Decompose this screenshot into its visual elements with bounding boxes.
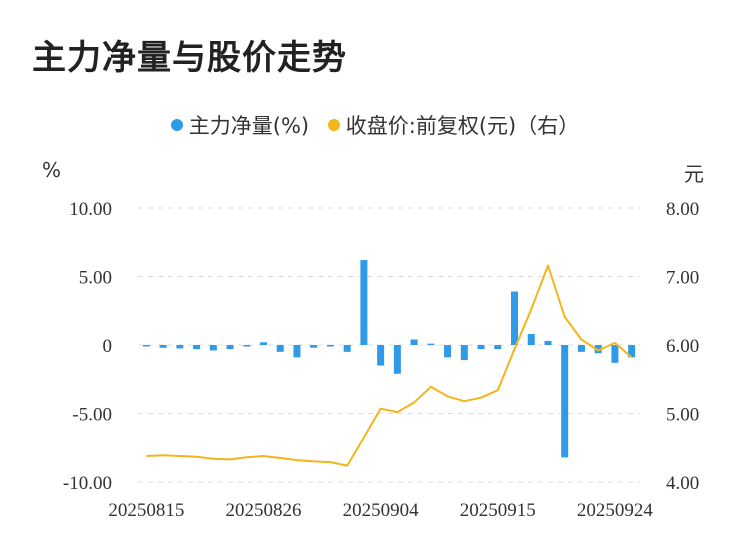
bar: [628, 345, 636, 358]
bar: [393, 345, 401, 374]
bar: [159, 345, 167, 348]
bar: [544, 340, 552, 345]
price-line: [146, 264, 633, 467]
y-left-tick-label: -5.00: [72, 405, 112, 426]
bar: [410, 339, 418, 345]
x-tick-label: 20250904: [343, 500, 420, 521]
bar-series-dot-icon: [170, 119, 183, 131]
y-right-tick-label: 6.00: [666, 336, 699, 357]
bar: [176, 345, 184, 349]
legend-label-main-net: 主力净量(%): [188, 114, 310, 138]
bar: [477, 345, 485, 350]
bar: [494, 345, 502, 350]
legend: 主力净量(%) 收盘价:前复权(元)（右）: [0, 110, 750, 140]
y-left-tick-label: 5.00: [79, 268, 112, 289]
bar: [577, 345, 585, 352]
legend-label-close-price: 收盘价:前复权(元)（右）: [345, 114, 580, 138]
bar: [243, 345, 251, 347]
bar: [594, 345, 602, 354]
y-right-tick-label: 5.00: [666, 405, 699, 426]
bar: [444, 345, 452, 358]
bar: [209, 345, 217, 351]
left-axis-unit: %: [42, 158, 62, 182]
bar: [326, 345, 334, 347]
bar: [561, 345, 569, 458]
y-left-tick-label: 0: [103, 336, 113, 357]
legend-item-main-net[interactable]: 主力净量(%): [170, 110, 310, 140]
bar: [360, 260, 368, 345]
y-right-tick-label: 8.00: [666, 199, 699, 220]
bar: [310, 345, 318, 348]
line-series-dot-icon: [327, 119, 340, 131]
bar: [511, 291, 518, 345]
y-right-tick-label: 7.00: [666, 268, 699, 289]
chart-title: 主力净量与股价走势: [32, 38, 347, 78]
y-right-tick-label: 4.00: [666, 473, 699, 494]
bar: [260, 342, 267, 345]
x-tick-label: 20250924: [577, 500, 654, 521]
x-tick-label: 20250826: [226, 500, 302, 521]
x-tick-label: 20250915: [460, 500, 536, 521]
bar: [293, 345, 301, 358]
y-left-tick-label: 10.00: [69, 199, 112, 220]
right-axis-unit: 元: [684, 162, 704, 186]
bar: [276, 345, 284, 352]
bar: [377, 345, 385, 366]
bar: [142, 345, 150, 347]
bar: [226, 345, 234, 350]
bar: [193, 345, 201, 350]
y-left-tick-label: -10.00: [63, 473, 112, 494]
bar: [460, 345, 468, 361]
legend-item-close-price[interactable]: 收盘价:前复权(元)（右）: [327, 110, 580, 140]
x-tick-label: 20250815: [108, 500, 184, 521]
bar: [343, 345, 351, 352]
bar: [427, 343, 435, 346]
bar: [527, 334, 535, 345]
bar: [611, 345, 619, 363]
